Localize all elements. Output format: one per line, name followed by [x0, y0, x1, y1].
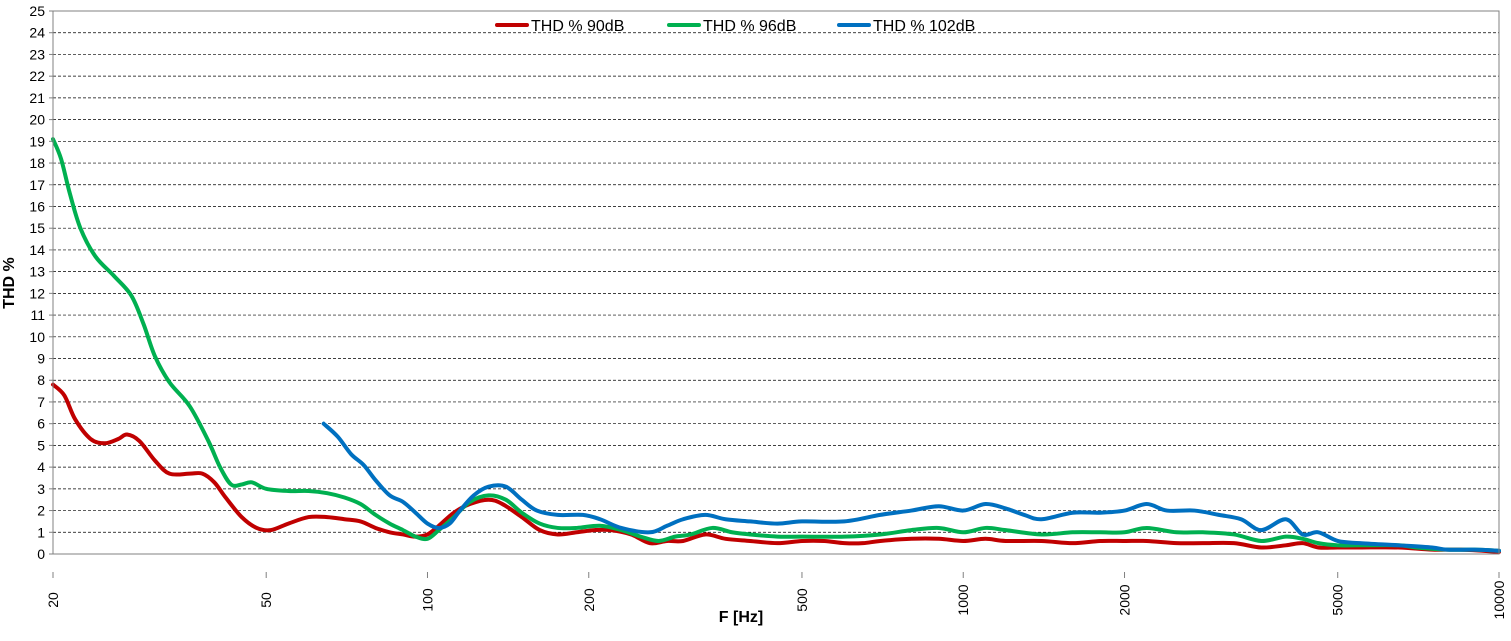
x-tick-label: 5000: [1330, 584, 1346, 615]
y-tick-label: 22: [29, 68, 45, 84]
legend-label-3: THD % 102dB: [873, 18, 975, 35]
series-line-1: [51, 382, 1501, 554]
y-tick-label: 18: [29, 155, 45, 171]
y-tick-label: 1: [37, 524, 45, 540]
y-tick-label: 10: [29, 329, 45, 345]
y-tick-label: 23: [29, 46, 45, 62]
gridlines: [53, 10, 1499, 533]
x-tick-label: 500: [794, 588, 810, 612]
series-line-2: [51, 137, 1501, 553]
y-tick-label: 21: [29, 90, 45, 106]
x-tick-label: 50: [258, 592, 274, 608]
y-tick-label: 0: [37, 546, 45, 562]
y-tick-label: 17: [29, 177, 45, 193]
x-axis-ticks: 20 50 100 200 500 1000 2000 5000 10000: [45, 572, 1507, 619]
y-tick-label: 14: [29, 242, 45, 258]
y-tick-label: 15: [29, 220, 45, 236]
x-axis-label: F [Hz]: [719, 609, 763, 626]
y-tick-label: 3: [37, 481, 45, 497]
y-axis-ticks: 0123456789101112131415161718192021222324…: [29, 3, 53, 562]
legend-label-2: THD % 96dB: [703, 18, 796, 35]
y-tick-label: 20: [29, 112, 45, 128]
x-tick-label: 2000: [1117, 584, 1133, 615]
x-tick-label: 1000: [955, 584, 971, 615]
y-tick-label: 16: [29, 198, 45, 214]
y-tick-label: 6: [37, 416, 45, 432]
y-tick-label: 24: [29, 25, 45, 41]
x-tick-label: 100: [419, 588, 435, 612]
x-tick-label: 10000: [1491, 580, 1507, 619]
series-line-3: [321, 421, 1501, 553]
y-tick-label: 8: [37, 372, 45, 388]
y-tick-label: 13: [29, 264, 45, 280]
y-tick-label: 9: [37, 351, 45, 367]
y-tick-label: 2: [37, 503, 45, 519]
y-tick-label: 19: [29, 133, 45, 149]
plot-area-border: [52, 10, 1500, 555]
series-lines: [51, 137, 1501, 554]
y-tick-label: 5: [37, 437, 45, 453]
y-axis-label: THD %: [1, 257, 18, 309]
x-tick-label: 200: [581, 588, 597, 612]
y-tick-label: 4: [37, 459, 45, 475]
legend-label-1: THD % 90dB: [531, 18, 624, 35]
x-tick-label: 20: [45, 592, 61, 608]
y-tick-label: 25: [29, 3, 45, 19]
legend: THD % 90dB THD % 96dB THD % 102dB: [495, 18, 975, 35]
y-tick-label: 12: [29, 285, 45, 301]
y-tick-label: 7: [37, 394, 45, 410]
y-tick-label: 11: [30, 307, 45, 323]
